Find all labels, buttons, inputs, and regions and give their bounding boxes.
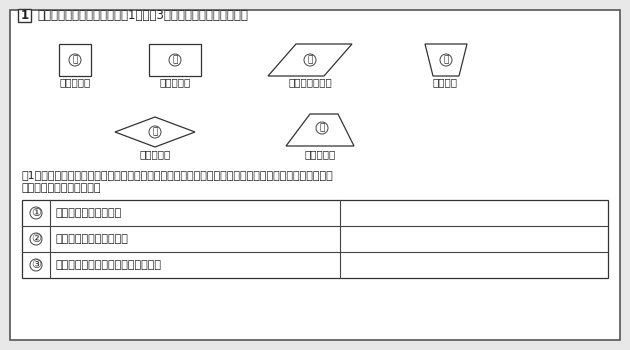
FancyBboxPatch shape: [18, 9, 31, 22]
Text: （四角形）: （四角形）: [304, 149, 336, 159]
Circle shape: [316, 122, 328, 134]
Text: 1: 1: [20, 9, 28, 22]
Circle shape: [30, 233, 42, 245]
Circle shape: [440, 54, 452, 66]
Circle shape: [30, 259, 42, 271]
Text: （ひし形）: （ひし形）: [139, 149, 171, 159]
Text: ③: ③: [31, 260, 41, 270]
FancyBboxPatch shape: [149, 44, 201, 76]
Circle shape: [169, 54, 181, 66]
Text: ⓑ: ⓑ: [173, 56, 178, 64]
Polygon shape: [286, 114, 354, 146]
Text: ②: ②: [31, 234, 41, 244]
Text: （1）　上のⓐ～ⓕの図形の中から，次のような性質をもっている四角形を選び，その記号をすべて表の: （1） 上のⓐ～ⓕの図形の中から，次のような性質をもっている四角形を選び，その記…: [22, 170, 334, 180]
Text: ⓕ: ⓕ: [319, 124, 324, 133]
Text: ⓔ: ⓔ: [152, 127, 158, 136]
Text: 平行な辺が２組ある。: 平行な辺が２組ある。: [56, 208, 122, 218]
Bar: [22, 200, 608, 278]
Text: （台形）: （台形）: [433, 77, 457, 87]
Text: ⓓ: ⓓ: [444, 56, 449, 64]
FancyBboxPatch shape: [10, 10, 620, 340]
Text: （平行四辺形）: （平行四辺形）: [288, 77, 332, 87]
Polygon shape: [268, 44, 352, 76]
Polygon shape: [425, 44, 467, 76]
Text: （正方形）: （正方形）: [59, 77, 91, 87]
Circle shape: [30, 207, 42, 219]
Text: （長方形）: （長方形）: [159, 77, 191, 87]
Circle shape: [69, 54, 81, 66]
Circle shape: [149, 126, 161, 138]
Text: ⓒ: ⓒ: [307, 56, 312, 64]
Text: ⓐ: ⓐ: [72, 56, 77, 64]
Polygon shape: [115, 117, 195, 147]
Text: 対角線の長さが等しい。: 対角線の長さが等しい。: [56, 234, 129, 244]
Text: 中にかきましょう。: 中にかきましょう。: [22, 183, 101, 193]
Circle shape: [304, 54, 316, 66]
Text: いろいろな図形について，（1）～（3）の問題に答えましょう。: いろいろな図形について，（1）～（3）の問題に答えましょう。: [37, 9, 248, 22]
Text: 向かい合った角の大きさが等しい。: 向かい合った角の大きさが等しい。: [56, 260, 162, 270]
Text: ①: ①: [31, 208, 41, 218]
FancyBboxPatch shape: [59, 44, 91, 76]
